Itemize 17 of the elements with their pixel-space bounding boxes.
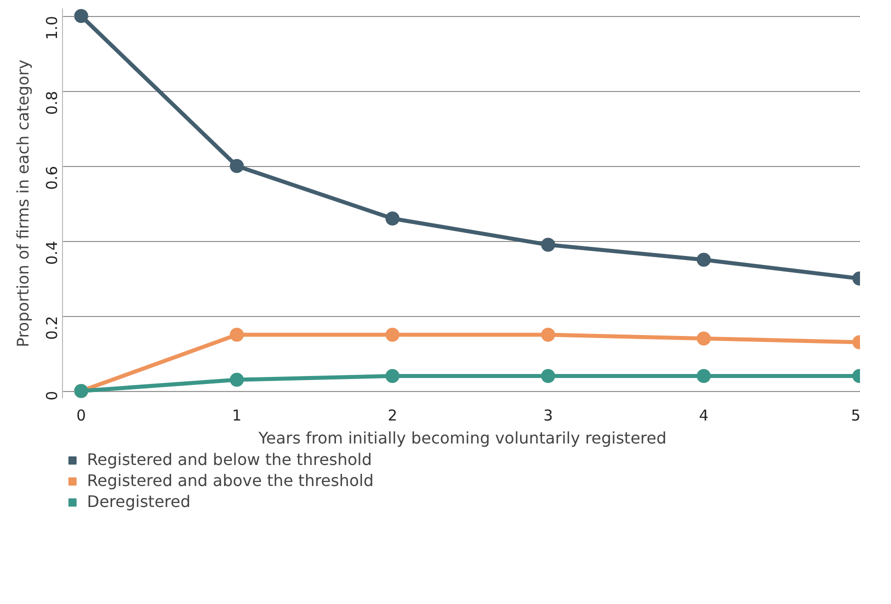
legend-label: Registered and below the threshold xyxy=(87,450,372,469)
x-tick-label: 3 xyxy=(543,406,553,424)
y-tick-label: 1.0 xyxy=(43,16,61,40)
y-tick-label: 0 xyxy=(43,390,61,401)
legend-label: Registered and above the threshold xyxy=(87,471,374,490)
y-tick-label: 0.4 xyxy=(43,240,61,265)
x-tick-label: 0 xyxy=(76,406,86,424)
y-tick-label: 0.8 xyxy=(43,90,61,115)
y-axis-title: Proportion of firms in each category xyxy=(14,60,32,348)
legend-label: Deregistered xyxy=(87,492,191,511)
x-axis-title: Years from initially becoming voluntarily registered xyxy=(257,428,667,448)
x-tick-label: 5 xyxy=(850,406,861,424)
x-tick-label: 4 xyxy=(698,406,709,424)
x-tick-label: 1 xyxy=(232,406,242,424)
y-tick-label: 0.2 xyxy=(43,316,61,340)
y-tick-label: 0.6 xyxy=(43,166,61,190)
x-tick-label: 2 xyxy=(388,406,398,424)
